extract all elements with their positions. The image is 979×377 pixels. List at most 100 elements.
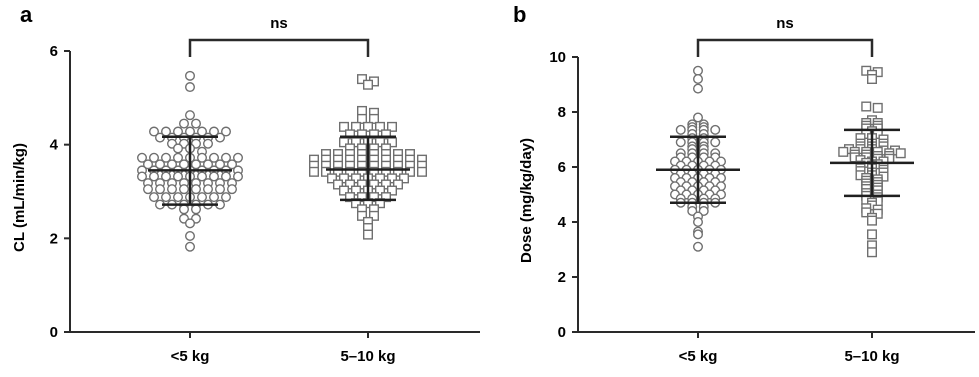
data-point-circle [196, 171, 207, 182]
x-category-label: <5 kg [679, 348, 718, 365]
data-point-circle [184, 218, 195, 229]
data-point-circle [214, 159, 225, 170]
panel-a: a 0 2 4 6 CL (mL/min/kg) <5 kg 5–10 kg ns [11, 2, 480, 365]
data-point-circle [184, 110, 195, 121]
data-point-circle [226, 184, 237, 195]
data-point-circle [172, 171, 183, 182]
data-point-circle [160, 171, 171, 182]
data-point-square [405, 166, 416, 177]
y-tick-label: 2 [558, 269, 566, 286]
data-point-square [309, 166, 320, 177]
y-tick-label: 6 [50, 43, 58, 60]
data-point-circle [190, 184, 201, 195]
data-point-circle [190, 118, 201, 129]
data-point-circle [190, 204, 201, 215]
data-point-circle [148, 192, 159, 203]
data-point-circle [184, 82, 195, 93]
data-point-square [369, 129, 380, 140]
data-point-square [351, 121, 362, 132]
data-point-circle [148, 171, 159, 182]
data-point-square [895, 148, 906, 159]
data-point-square [345, 192, 356, 203]
data-point-square [333, 166, 344, 177]
data-point-circle [693, 112, 704, 123]
data-point-circle [178, 159, 189, 170]
data-point-square [369, 166, 380, 177]
data-point-square [369, 179, 380, 190]
y-tick-label: 2 [50, 230, 58, 247]
data-point-square [867, 247, 878, 258]
data-point-circle [154, 184, 165, 195]
data-point-square [838, 146, 849, 157]
data-point-circle [693, 216, 704, 227]
panel-letter: a [20, 2, 33, 27]
data-point-circle [232, 171, 243, 182]
data-point-square [339, 173, 350, 184]
data-point-square [339, 121, 350, 132]
data-point-circle [214, 184, 225, 195]
y-axis-title: CL (mL/min/kg) [11, 143, 28, 252]
data-point-circle [196, 192, 207, 203]
data-point-square [369, 113, 380, 124]
y-tick-label: 10 [549, 49, 566, 66]
data-point-square [387, 121, 398, 132]
x-category-label: 5–10 kg [340, 348, 395, 365]
x-category-label: <5 kg [171, 348, 210, 365]
data-point-square [321, 166, 332, 177]
data-point-square [339, 185, 350, 196]
data-point-circle [184, 241, 195, 252]
data-point-circle [178, 184, 189, 195]
data-point-square [345, 179, 356, 190]
data-point-square [387, 137, 398, 148]
panel-b: b 0 2 4 6 8 10 Dose (mg/kg/day) <5 kg 5–10 kg ns [513, 2, 975, 365]
data-point-circle [220, 171, 231, 182]
data-point-square [357, 129, 368, 140]
data-point-circle [142, 159, 153, 170]
data-point-circle [136, 171, 147, 182]
data-point-circle [142, 184, 153, 195]
data-point-square [393, 179, 404, 190]
panel-letter: b [513, 2, 526, 27]
data-point-circle [202, 138, 213, 149]
y-tick-label: 0 [50, 324, 58, 341]
data-point-circle [220, 152, 231, 163]
data-point-circle [136, 152, 147, 163]
data-point-circle [693, 241, 704, 252]
data-point-circle [172, 152, 183, 163]
data-point-circle [693, 83, 704, 94]
data-point-square [861, 101, 872, 112]
data-point-circle [178, 118, 189, 129]
data-point-circle [190, 159, 201, 170]
y-tick-label: 4 [50, 137, 59, 154]
data-point-square [369, 210, 380, 221]
data-point-square [357, 74, 368, 85]
data-point-circle [675, 124, 686, 135]
data-point-circle [226, 159, 237, 170]
data-point-square [387, 185, 398, 196]
data-point-circle [208, 152, 219, 163]
y-tick-label: 4 [558, 214, 567, 231]
data-point-circle [202, 184, 213, 195]
data-point-square [399, 173, 410, 184]
data-point-square [872, 102, 883, 113]
x-category-label: 5–10 kg [844, 348, 899, 365]
y-tick-label: 6 [558, 159, 566, 176]
data-point-square [357, 166, 368, 177]
data-point-circle [675, 137, 686, 148]
data-point-square [393, 166, 404, 177]
data-point-square [387, 173, 398, 184]
y-tick-label: 8 [558, 104, 566, 121]
data-point-square [357, 192, 368, 203]
data-point-circle [208, 192, 219, 203]
data-point-circle [184, 230, 195, 241]
data-point-square [381, 179, 392, 190]
data-point-circle [160, 192, 171, 203]
data-point-circle [178, 204, 189, 215]
data-point-circle [154, 159, 165, 170]
data-point-circle [232, 152, 243, 163]
data-point-circle [166, 159, 177, 170]
significance-label: ns [776, 15, 794, 32]
data-point-square [351, 173, 362, 184]
data-point-square [345, 166, 356, 177]
data-point-square [381, 129, 392, 140]
